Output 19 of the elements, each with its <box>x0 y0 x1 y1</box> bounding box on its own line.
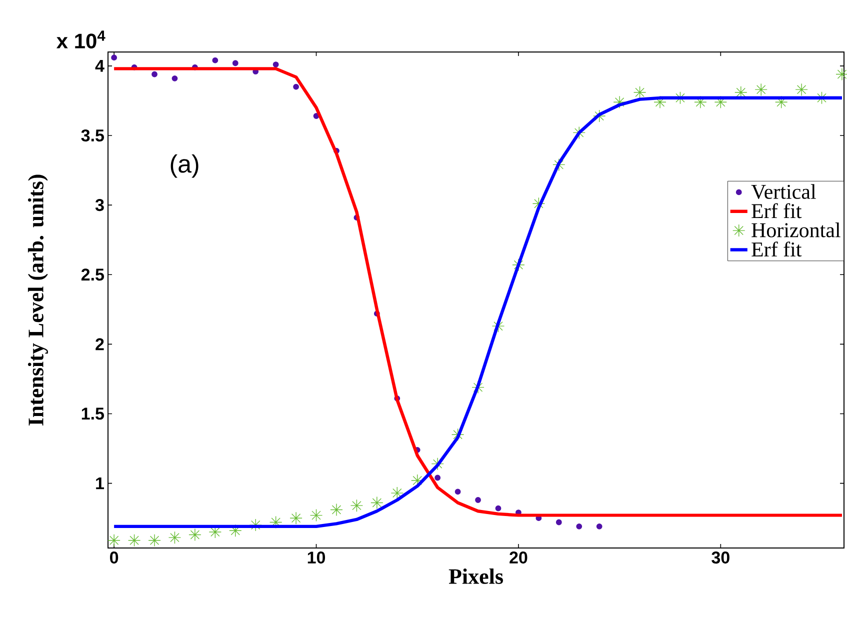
x-tick-label: 20 <box>510 552 528 564</box>
y-tick-label: 3 <box>95 199 104 212</box>
x-axis-title: Pixels <box>448 568 503 584</box>
x-tick-label: 10 <box>308 552 326 564</box>
annotation: (a) <box>170 154 198 178</box>
legend-label: Horizontal <box>752 222 840 238</box>
legend-label: Erf fit <box>752 203 802 218</box>
legend-label: Erf fit <box>752 242 802 257</box>
y-tick-label: 1.5 <box>82 408 104 420</box>
y-tick-label: 2 <box>96 338 104 350</box>
text: x 10$^{4}$ <box>56 30 106 48</box>
legend-label: Vertical <box>751 184 816 200</box>
y-tick-label: 2.5 <box>81 268 104 281</box>
y-tick-label: 1 <box>96 477 104 490</box>
y-tick-label: 3.5 <box>81 129 104 142</box>
y-axis-title: Intensity Level (arb. units) <box>28 174 48 426</box>
y-tick-label: 4 <box>95 60 104 72</box>
x-tick-label: 30 <box>712 552 730 564</box>
x-tick-label: 0 <box>110 552 118 564</box>
